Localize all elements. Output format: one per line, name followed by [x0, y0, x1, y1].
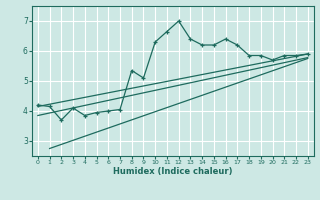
X-axis label: Humidex (Indice chaleur): Humidex (Indice chaleur): [113, 167, 233, 176]
